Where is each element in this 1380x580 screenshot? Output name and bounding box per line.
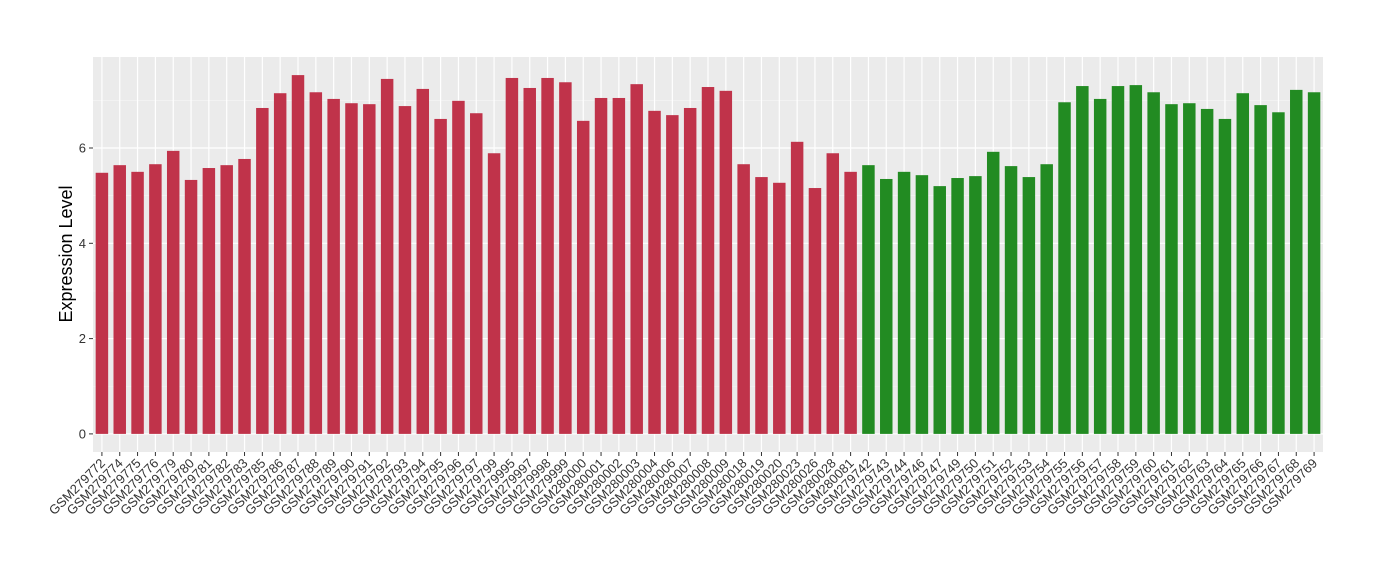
bar [1022,177,1036,434]
bar [291,75,305,434]
bar [1290,89,1303,434]
bar [648,110,661,434]
bar [630,84,643,434]
bar [612,97,626,434]
bar [1183,103,1196,434]
bar [1165,104,1178,434]
bar [256,107,269,434]
bar [487,153,501,434]
bar [113,165,126,434]
y-axis-label: Expression Level [56,185,76,322]
bar [1111,86,1125,434]
y-tick-label: 6 [79,141,86,156]
bar [541,77,554,434]
bar [1076,86,1089,434]
bar [1004,166,1018,434]
bar [149,164,162,434]
bar [559,82,572,434]
bar [327,98,340,434]
bar [826,153,840,434]
bar [986,151,1000,434]
bar [737,164,750,434]
bar [1200,108,1214,434]
bar [666,115,679,434]
bar [951,178,964,434]
bar [701,87,715,434]
bar [166,150,180,434]
bar [755,177,768,434]
bar [1272,112,1285,434]
bar [202,168,216,434]
bar [1040,164,1053,434]
bar [969,176,982,434]
bar [790,141,804,434]
bar [1236,93,1250,434]
bar [416,88,430,434]
bar [505,77,519,434]
bar [915,175,929,434]
bar [220,165,233,434]
bar [808,188,822,434]
bar [897,171,911,434]
y-tick-label: 4 [79,236,86,251]
bar [1307,92,1321,434]
bar [1254,105,1267,434]
bar [380,78,394,434]
bar [273,93,287,434]
bar [131,171,144,434]
bar [1147,92,1160,434]
bar [880,178,893,434]
bar [773,182,786,434]
bar [1093,98,1107,434]
bar [719,90,733,434]
bar [363,104,376,434]
bar [844,171,857,434]
y-tick-label: 2 [79,331,86,346]
bar [933,186,946,434]
bar [238,158,251,434]
bar [594,97,608,434]
bar [309,92,323,434]
bar [184,179,198,434]
bar [523,87,536,434]
bar [576,120,590,434]
bar [862,165,875,434]
bar [95,172,109,434]
bar [683,107,697,434]
bar [434,118,447,434]
bar [1129,85,1143,434]
bar [452,100,465,434]
bar [345,103,358,434]
bar [1218,118,1232,434]
y-tick-label: 0 [79,426,86,441]
bar [470,113,483,434]
bar [1058,102,1071,434]
bar [398,106,412,434]
